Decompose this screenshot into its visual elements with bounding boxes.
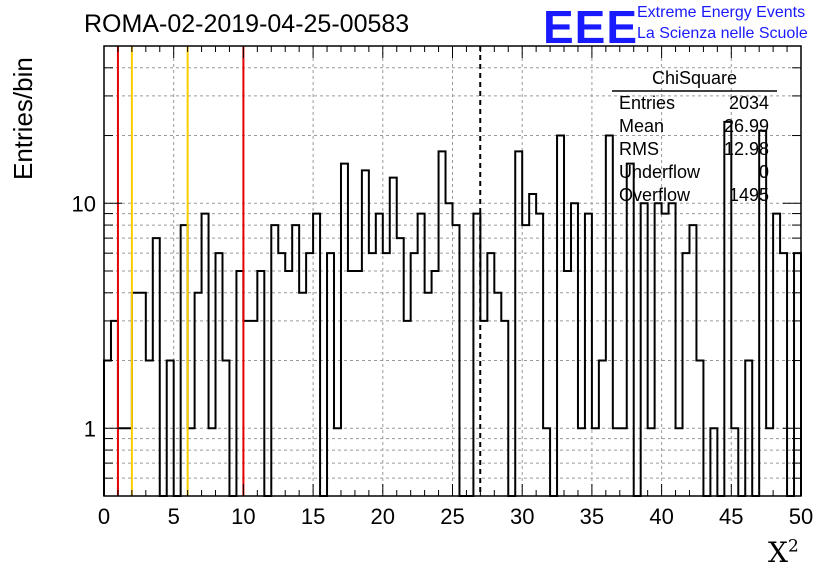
histogram-bin [564,271,571,496]
histogram-bin [480,321,487,496]
histogram-bin [376,214,383,496]
stat-label-mean: Mean [619,116,665,136]
stat-value-entries: 2034 [728,93,769,113]
stat-label-rms: RMS [619,139,659,159]
x-tick-label: 0 [98,504,110,529]
stat-value-rms: 12.98 [723,139,769,159]
x-tick-label: 5 [168,504,180,529]
histogram-bin [418,214,425,496]
histogram-bin [494,293,501,496]
y-axis-label: Entries/bin [8,57,38,180]
histogram-series [103,120,802,497]
x-tick-label: 45 [719,504,743,529]
histogram-bin [383,253,390,496]
chart-title: ROMA-02-2019-04-25-00583 [84,10,410,38]
stat-label-entries: Entries [619,93,676,113]
x-axis-label: X2 [768,536,799,569]
stat-label-underflow: Underflow [619,162,701,182]
histogram-bin [313,214,320,496]
histogram-bin [306,253,313,496]
histogram-bin [348,271,355,496]
histogram-bin [780,253,787,496]
histogram-bin [195,293,202,496]
histogram-bin [536,214,543,496]
histogram-bin [132,293,139,496]
stat-value-overflow: 1495 [728,185,769,205]
histogram-bin [425,293,432,496]
histogram-bin [111,321,118,496]
histogram-bin [557,136,564,496]
histogram-bin [606,136,613,496]
histogram-bin [411,253,418,496]
histogram-bin [257,271,264,496]
histogram-bin [446,203,453,496]
histogram-bin [369,253,376,496]
histogram-bin [662,214,669,496]
histogram-bin [139,293,146,496]
histogram-bin [585,214,592,496]
histogram-bin [327,253,334,496]
histogram-bin [216,253,223,496]
histogram-bin [404,321,411,496]
y-tick-label: 10 [72,191,96,216]
x-tick-label: 15 [301,504,325,529]
histogram-bin [501,321,508,496]
eee-logo: EEE [543,1,639,53]
histogram-bin [397,238,404,496]
histogram-bin [236,271,243,496]
stat-value-mean: 26.99 [723,116,769,136]
histogram-bin [250,321,257,496]
stat-value-underflow: 0 [758,162,769,182]
histogram-bin [641,203,648,496]
histogram-bin [571,203,578,496]
histogram-bin [153,238,160,496]
x-tick-label: 30 [510,504,534,529]
histogram-bin [355,271,362,496]
histogram-bin [432,271,439,496]
histogram-bin [794,253,801,496]
histogram-bin [655,203,662,496]
logo-line-1: Extreme Energy Events [637,4,806,21]
histogram-bin [285,271,292,496]
y-tick-label: 1 [84,416,96,441]
x-tick-label: 25 [440,504,464,529]
histogram-bin [773,214,780,496]
stats-box-title: ChiSquare [651,68,738,88]
histogram-bin [487,253,494,496]
x-tick-label: 20 [371,504,395,529]
histogram-bin [243,321,250,496]
histogram-bin [683,253,690,496]
x-tick-label: 10 [231,504,255,529]
histogram-bin [724,122,731,496]
stat-label-overflow: Overflow [619,185,691,205]
histogram-bin [669,203,676,496]
x-tick-label: 35 [580,504,604,529]
histogram-bin [278,253,285,496]
x-tick-label: 50 [789,504,813,529]
histogram-bin [202,214,209,496]
histogram-bin [529,194,536,496]
logo-line-2: La Scienza nelle Scuole [637,25,808,42]
histogram-bin [362,170,369,496]
histogram-bin [299,293,306,496]
x-tick-label: 40 [649,504,673,529]
